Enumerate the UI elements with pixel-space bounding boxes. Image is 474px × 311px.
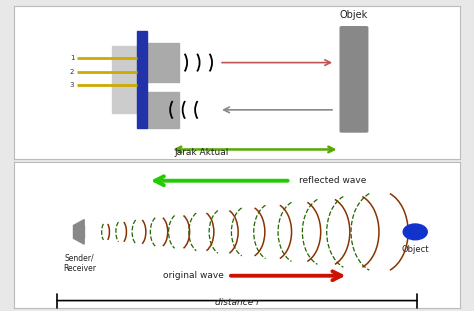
Text: distance r: distance r — [215, 298, 259, 307]
Text: reflected wave: reflected wave — [300, 176, 367, 185]
Text: 3: 3 — [70, 82, 74, 88]
Text: original wave: original wave — [163, 271, 224, 280]
Bar — [146, 43, 179, 82]
Polygon shape — [73, 220, 84, 244]
Bar — [112, 46, 137, 113]
Text: Sender/
Receiver: Sender/ Receiver — [63, 254, 96, 273]
Text: 1: 1 — [70, 55, 74, 61]
Bar — [74, 225, 84, 238]
Text: Objek: Objek — [339, 10, 368, 20]
Circle shape — [403, 224, 427, 240]
Text: 2: 2 — [70, 69, 74, 75]
Text: Object: Object — [401, 245, 429, 254]
Text: Jarak Aktual: Jarak Aktual — [174, 148, 229, 157]
Bar — [137, 30, 146, 128]
FancyBboxPatch shape — [339, 26, 368, 133]
Bar — [146, 91, 179, 128]
